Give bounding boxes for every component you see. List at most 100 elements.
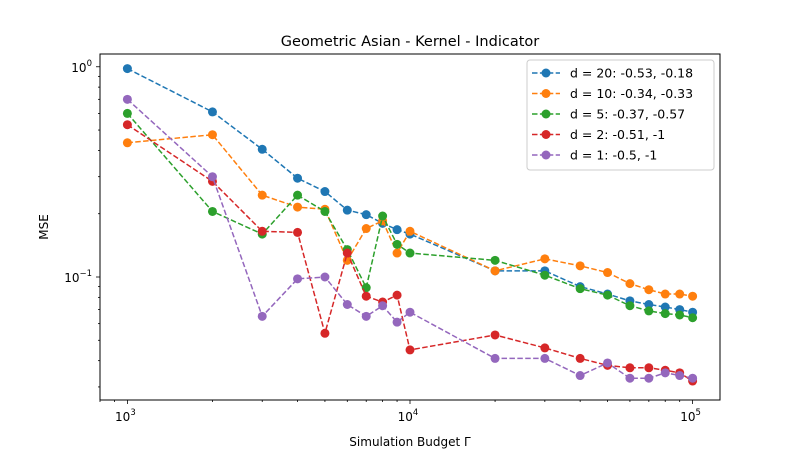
- legend: d = 20: -0.53, -0.18 d = 10: -0.34, -0.33…: [526, 59, 715, 171]
- data-point: [405, 226, 415, 236]
- data-point: [575, 353, 585, 363]
- x-axis-label: Simulation Budget Γ: [349, 435, 471, 449]
- data-point: [320, 328, 330, 338]
- data-point: [603, 358, 613, 368]
- y-axis-label: MSE: [37, 214, 51, 240]
- data-point: [361, 311, 371, 321]
- data-point: [625, 363, 635, 373]
- data-point: [342, 205, 352, 215]
- data-point: [405, 248, 415, 258]
- data-point: [625, 301, 635, 311]
- plot-area: [99, 53, 721, 401]
- data-point: [342, 248, 352, 258]
- x-tick-exponent: 5: [696, 408, 701, 418]
- data-point: [675, 289, 685, 299]
- data-point: [660, 368, 670, 378]
- data-point: [207, 206, 217, 216]
- data-point: [257, 144, 267, 154]
- data-point: [392, 290, 402, 300]
- data-point: [540, 270, 550, 280]
- data-point: [575, 261, 585, 271]
- data-point: [625, 279, 635, 289]
- data-point: [207, 172, 217, 182]
- legend-marker: [541, 130, 551, 139]
- y-tick-label: 100: [71, 59, 92, 75]
- y-tick-exponent: −1: [79, 269, 92, 279]
- y-tick-label: 10−1: [64, 269, 92, 285]
- data-point: [257, 311, 267, 321]
- data-point: [575, 284, 585, 294]
- data-point: [660, 309, 670, 319]
- data-point: [540, 254, 550, 264]
- data-point: [392, 239, 402, 249]
- x-tick-label: 105: [680, 408, 701, 424]
- data-point: [688, 313, 698, 323]
- data-point: [660, 289, 670, 299]
- data-point: [490, 255, 500, 265]
- data-point: [293, 190, 303, 200]
- data-point: [293, 274, 303, 284]
- legend-label: d = 1: -0.5, -1: [570, 148, 657, 163]
- data-point: [660, 302, 670, 312]
- data-point: [644, 373, 654, 383]
- legend-label: d = 2: -0.51, -1: [570, 127, 665, 142]
- legend-marker: [541, 150, 551, 160]
- series-5: [122, 94, 698, 383]
- data-point: [122, 64, 132, 74]
- data-point: [675, 371, 685, 381]
- data-point: [122, 108, 132, 118]
- series-2: [122, 130, 698, 301]
- x-tick-base: 10: [680, 410, 695, 424]
- legend-label: d = 10: -0.34, -0.33: [570, 86, 693, 101]
- legend-box: [526, 59, 715, 171]
- data-point: [207, 130, 217, 140]
- x-axis-ticks: 103 104 105: [99, 400, 701, 424]
- data-point: [490, 353, 500, 363]
- data-point: [405, 307, 415, 317]
- data-point: [490, 266, 500, 276]
- data-point: [392, 248, 402, 258]
- legend-marker: [541, 89, 551, 98]
- x-tick-base: 10: [115, 410, 130, 424]
- data-point: [320, 187, 330, 197]
- data-point: [257, 190, 267, 200]
- x-tick-base: 10: [398, 410, 413, 424]
- x-tick-exponent: 3: [130, 408, 135, 418]
- x-tick-label: 103: [115, 408, 136, 424]
- legend-label: d = 5: -0.37, -0.57: [570, 107, 685, 122]
- data-point: [293, 173, 303, 183]
- data-point: [378, 301, 388, 311]
- data-point: [540, 343, 550, 353]
- data-point: [675, 310, 685, 320]
- data-point: [122, 94, 132, 104]
- data-point: [293, 202, 303, 212]
- data-point: [392, 317, 402, 327]
- data-point: [405, 345, 415, 355]
- data-point: [644, 299, 654, 309]
- data-point: [320, 206, 330, 216]
- data-point: [603, 268, 613, 278]
- data-point: [644, 306, 654, 316]
- series-layer: [122, 64, 698, 386]
- data-point: [361, 224, 371, 234]
- data-point: [342, 255, 352, 265]
- legend-marker: [541, 68, 551, 78]
- data-point: [540, 353, 550, 363]
- data-point: [625, 373, 635, 383]
- data-point: [320, 272, 330, 282]
- chart-title: Geometric Asian - Kernel - Indicator: [281, 34, 539, 50]
- data-point: [644, 363, 654, 373]
- data-point: [122, 120, 132, 130]
- data-point: [378, 211, 388, 221]
- data-point: [490, 330, 500, 340]
- data-point: [207, 107, 217, 117]
- x-tick-label: 104: [398, 408, 419, 424]
- y-tick-base: 10: [71, 61, 86, 75]
- data-point: [122, 138, 132, 148]
- data-point: [688, 373, 698, 383]
- data-point: [342, 299, 352, 309]
- data-point: [392, 225, 402, 235]
- series-3: [122, 108, 698, 323]
- legend-label: d = 20: -0.53, -0.18: [570, 66, 693, 81]
